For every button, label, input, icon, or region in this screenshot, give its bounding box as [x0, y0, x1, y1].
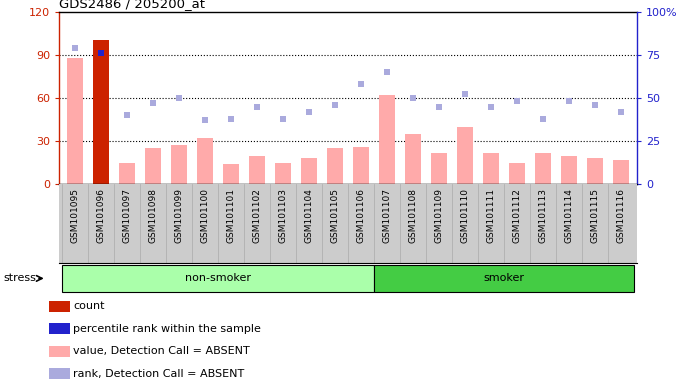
Bar [353, 147, 369, 184]
Bar [67, 58, 83, 184]
Bar [457, 127, 473, 184]
Point [278, 116, 289, 122]
Point [303, 109, 315, 115]
Point [407, 95, 418, 101]
Bar [509, 163, 525, 184]
Text: GDS2486 / 205200_at: GDS2486 / 205200_at [59, 0, 205, 10]
Point [356, 81, 367, 87]
Bar [223, 164, 239, 184]
Text: GSM101100: GSM101100 [200, 188, 209, 243]
Point [459, 91, 470, 98]
Point [486, 104, 497, 110]
Bar [49, 323, 70, 334]
Point [616, 109, 627, 115]
Bar [197, 138, 213, 184]
Point [512, 98, 523, 104]
Text: GSM101104: GSM101104 [304, 188, 313, 243]
Text: GSM101105: GSM101105 [331, 188, 340, 243]
Text: GSM101098: GSM101098 [148, 188, 157, 243]
Text: GSM101108: GSM101108 [409, 188, 418, 243]
Point [329, 102, 340, 108]
Point [537, 116, 548, 122]
Text: GSM101109: GSM101109 [434, 188, 443, 243]
Text: GSM101095: GSM101095 [70, 188, 79, 243]
Point [590, 102, 601, 108]
Bar [49, 368, 70, 379]
Point [69, 45, 80, 51]
Text: GSM101114: GSM101114 [564, 188, 574, 243]
Bar [62, 265, 374, 292]
Text: GSM101096: GSM101096 [96, 188, 105, 243]
Text: GSM101110: GSM101110 [461, 188, 470, 243]
Text: GSM101103: GSM101103 [278, 188, 287, 243]
Bar [432, 152, 447, 184]
Bar [49, 301, 70, 311]
Text: stress: stress [3, 273, 36, 283]
Text: percentile rank within the sample: percentile rank within the sample [73, 324, 261, 334]
Point [148, 100, 159, 106]
Bar [275, 163, 291, 184]
Point [173, 95, 184, 101]
Bar [327, 148, 343, 184]
Text: GSM101113: GSM101113 [539, 188, 548, 243]
Bar [405, 134, 421, 184]
Bar [587, 158, 603, 184]
Text: smoker: smoker [484, 273, 525, 283]
Point [434, 104, 445, 110]
Text: GSM101099: GSM101099 [175, 188, 183, 243]
Point [121, 112, 132, 118]
Bar [613, 160, 629, 184]
Bar [301, 158, 317, 184]
Bar [49, 346, 70, 357]
Bar [535, 152, 551, 184]
Text: count: count [73, 301, 104, 311]
Text: non-smoker: non-smoker [185, 273, 251, 283]
Text: rank, Detection Call = ABSENT: rank, Detection Call = ABSENT [73, 369, 244, 379]
Text: GSM101107: GSM101107 [383, 188, 392, 243]
Text: value, Detection Call = ABSENT: value, Detection Call = ABSENT [73, 346, 250, 356]
Point [95, 45, 106, 51]
Text: GSM101106: GSM101106 [356, 188, 365, 243]
Bar [119, 163, 134, 184]
Point [226, 116, 237, 122]
Point [381, 69, 393, 75]
Bar [93, 40, 109, 184]
Text: GSM101097: GSM101097 [122, 188, 132, 243]
Text: GSM101116: GSM101116 [617, 188, 626, 243]
Text: GSM101102: GSM101102 [253, 188, 262, 243]
Bar [379, 95, 395, 184]
Point [564, 98, 575, 104]
Point [199, 118, 210, 124]
Bar [145, 148, 161, 184]
Text: GSM101115: GSM101115 [591, 188, 600, 243]
Text: GSM101112: GSM101112 [513, 188, 521, 243]
Text: GSM101111: GSM101111 [487, 188, 496, 243]
Bar [483, 152, 499, 184]
Point [95, 50, 106, 56]
Point [95, 45, 106, 51]
Bar [249, 156, 264, 184]
Bar [374, 265, 634, 292]
Point [251, 104, 262, 110]
Text: GSM101101: GSM101101 [226, 188, 235, 243]
Bar [562, 156, 577, 184]
Bar [171, 146, 187, 184]
